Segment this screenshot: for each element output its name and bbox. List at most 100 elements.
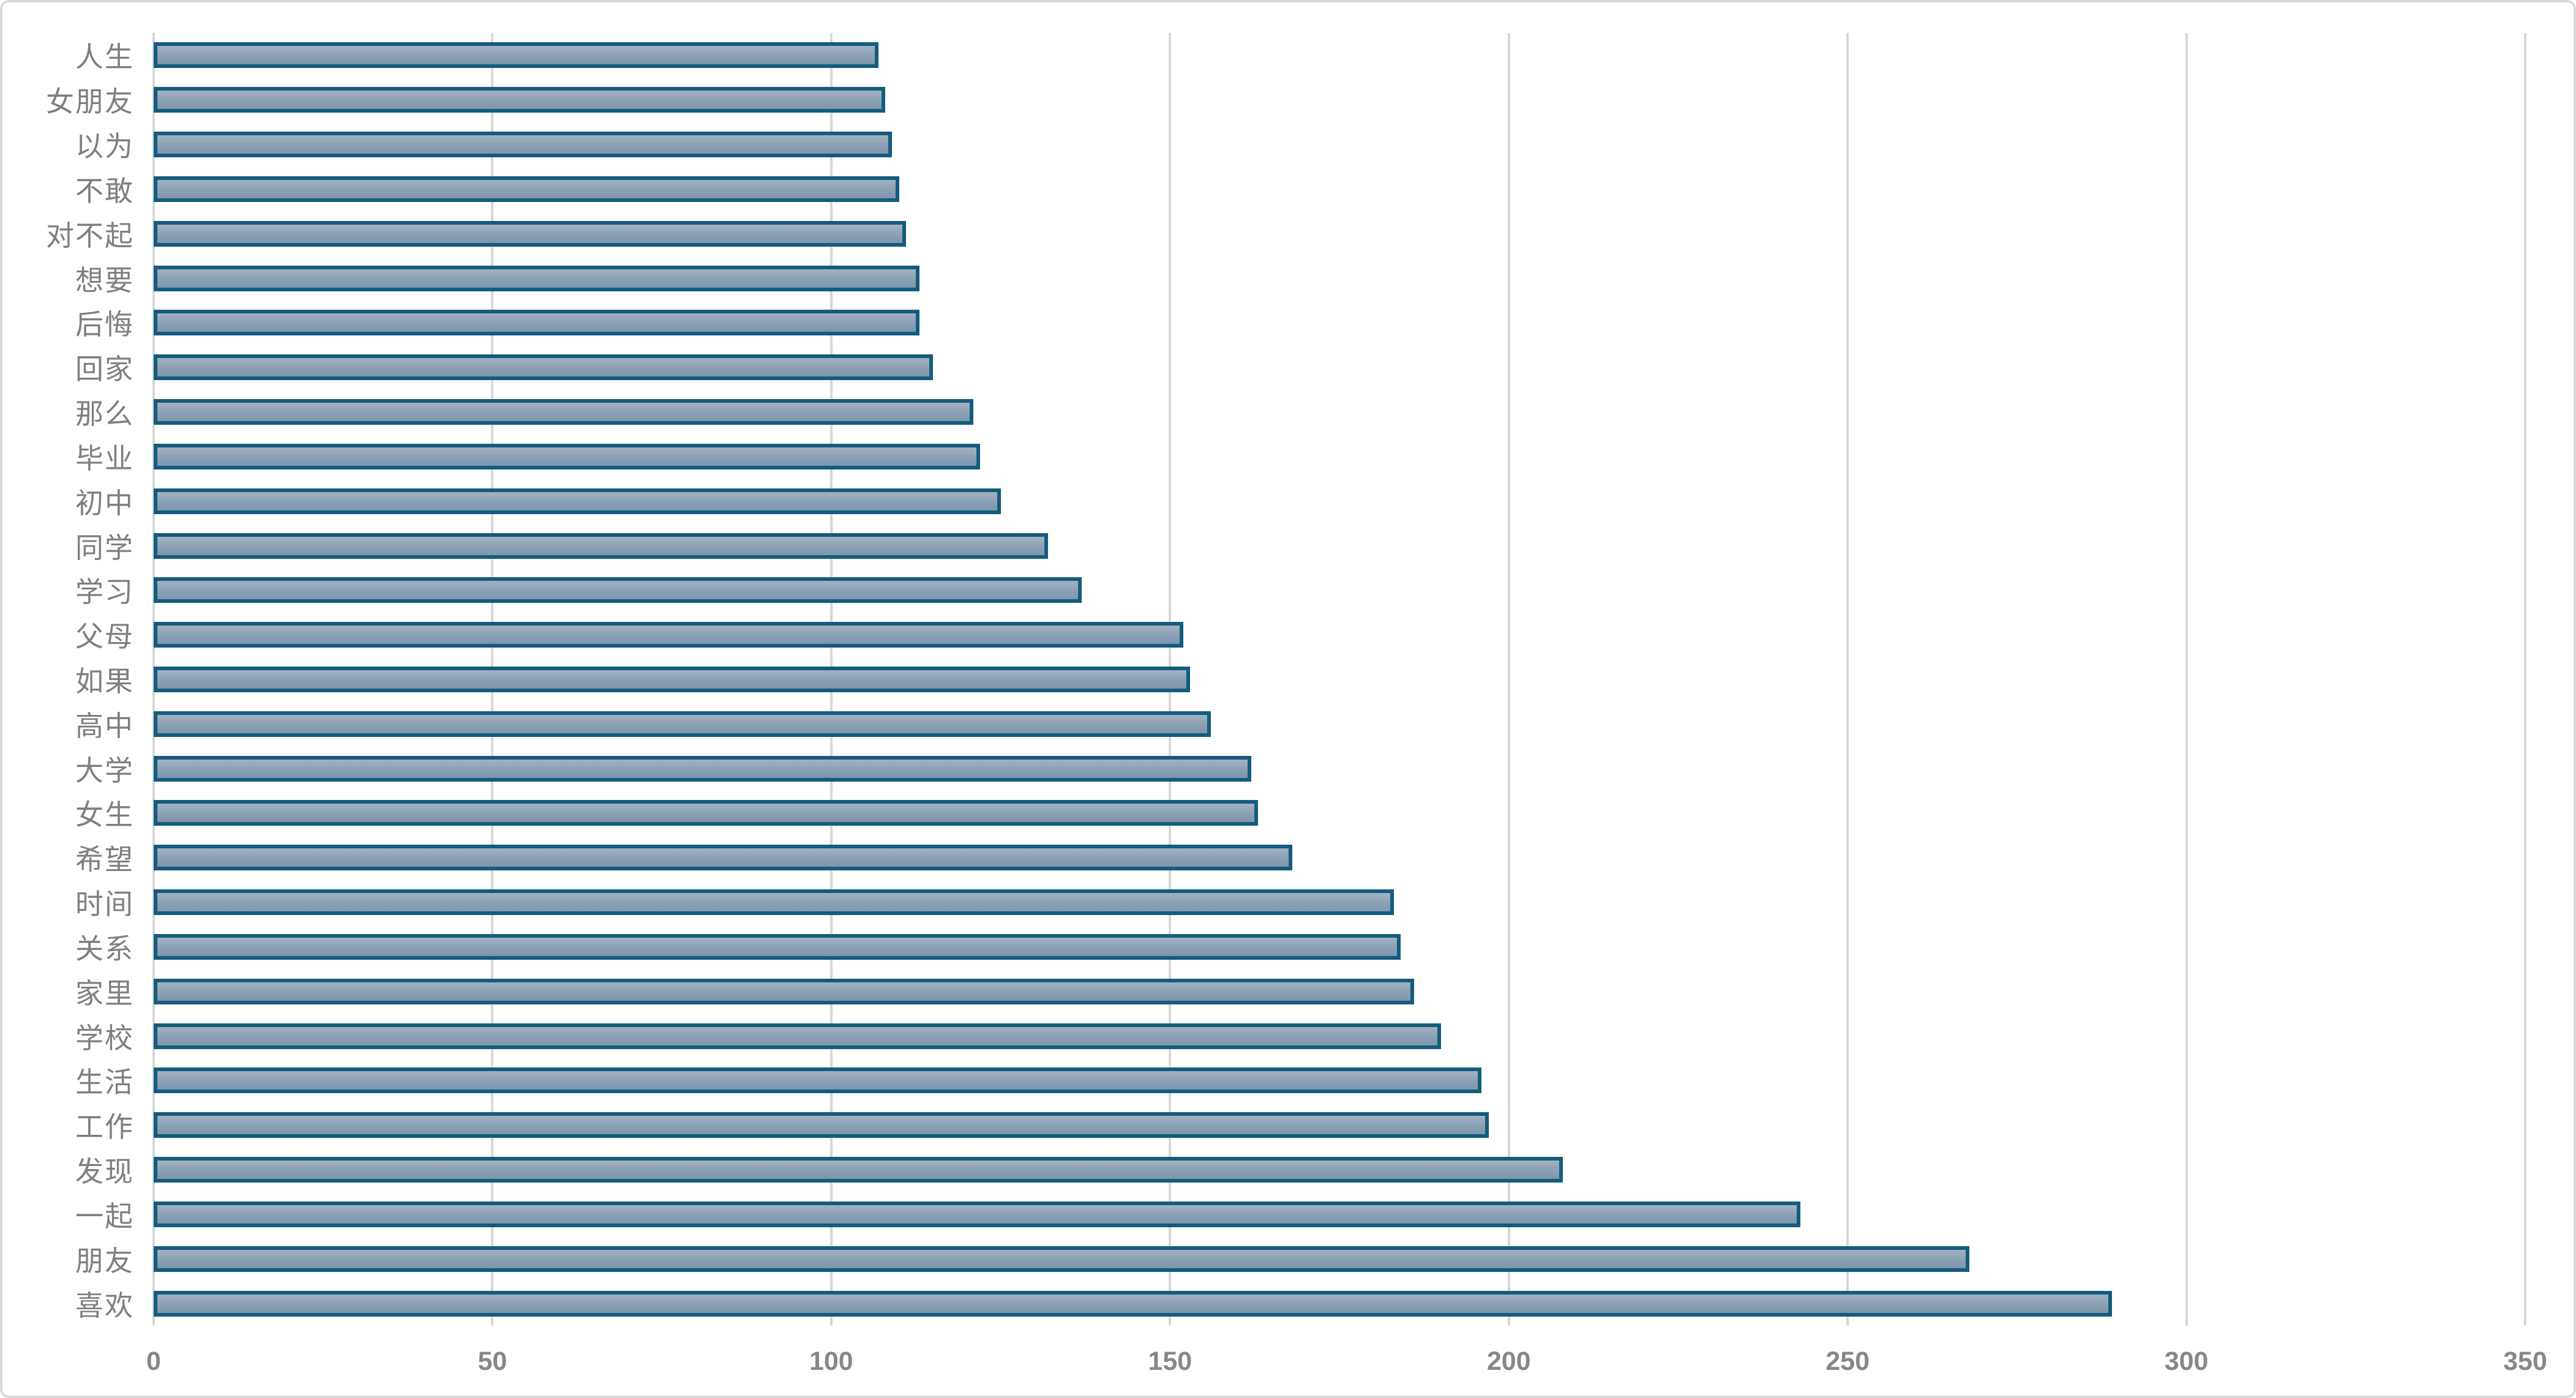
category-label: 大学 xyxy=(75,754,134,787)
category-label: 父母 xyxy=(75,621,134,653)
bar-row xyxy=(154,479,2525,523)
bar-row xyxy=(154,1148,2525,1192)
x-tick-label: 100 xyxy=(809,1347,853,1376)
bar-row xyxy=(154,835,2525,880)
bar-row xyxy=(154,746,2525,791)
bar-学校 xyxy=(154,1023,1442,1049)
category-label: 毕业 xyxy=(75,442,134,474)
bar-row xyxy=(154,657,2525,702)
x-tick-label: 150 xyxy=(1148,1347,1193,1376)
bar-row xyxy=(154,390,2525,435)
category-label: 后悔 xyxy=(75,308,134,341)
bar-关系 xyxy=(154,933,1401,960)
bar-row xyxy=(154,78,2525,122)
bar-回家 xyxy=(154,354,933,381)
category-label: 学习 xyxy=(75,576,134,608)
bar-row xyxy=(154,301,2525,345)
bar-row xyxy=(154,122,2525,167)
bar-row xyxy=(154,345,2525,390)
category-label: 不敢 xyxy=(75,174,134,207)
bar-row xyxy=(154,969,2525,1014)
bar-row xyxy=(154,1058,2525,1103)
bar-发现 xyxy=(154,1157,1563,1183)
bar-学习 xyxy=(154,577,1082,604)
bar-row xyxy=(154,1103,2525,1148)
category-label: 工作 xyxy=(75,1111,134,1143)
category-label: 人生 xyxy=(75,41,134,73)
category-label: 时间 xyxy=(75,888,134,921)
gridline-300 xyxy=(2185,33,2188,1326)
category-label: 女朋友 xyxy=(46,86,134,118)
category-label: 那么 xyxy=(75,398,134,430)
y-axis-labels: 人生女朋友以为不敢对不起想要后悔回家那么毕业初中同学学习父母如果高中大学女生希望… xyxy=(2,33,134,1326)
bar-人生 xyxy=(154,42,879,69)
bar-rows xyxy=(154,33,2525,1326)
bar-生活 xyxy=(154,1067,1482,1094)
plot-area xyxy=(152,33,2526,1326)
category-label: 一起 xyxy=(75,1200,134,1232)
category-label: 初中 xyxy=(75,487,134,519)
bar-时间 xyxy=(154,889,1394,916)
category-label: 回家 xyxy=(75,353,134,386)
category-label: 如果 xyxy=(75,665,134,697)
bar-女生 xyxy=(154,800,1259,826)
bar-后悔 xyxy=(154,310,919,336)
bar-不敢 xyxy=(154,176,899,202)
bar-row xyxy=(154,166,2525,211)
bar-同学 xyxy=(154,533,1049,559)
bar-row xyxy=(154,791,2525,835)
bar-一起 xyxy=(154,1201,1800,1227)
bar-高中 xyxy=(154,711,1211,737)
bar-row xyxy=(154,523,2525,568)
gridline-200 xyxy=(1507,33,1510,1326)
bar-父母 xyxy=(154,622,1184,648)
category-label: 朋友 xyxy=(75,1244,134,1277)
bar-初中 xyxy=(154,488,1001,514)
bar-想要 xyxy=(154,265,919,291)
category-label: 家里 xyxy=(75,977,134,1009)
category-label: 同学 xyxy=(75,531,134,564)
bar-row xyxy=(154,211,2525,256)
gridline-350 xyxy=(2524,33,2526,1326)
bar-家里 xyxy=(154,978,1414,1004)
bar-工作 xyxy=(154,1112,1489,1138)
bar-row xyxy=(154,1236,2525,1281)
bar-row xyxy=(154,1281,2525,1326)
bar-row xyxy=(154,1192,2525,1237)
category-label: 高中 xyxy=(75,709,134,742)
bar-如果 xyxy=(154,667,1191,692)
bar-朋友 xyxy=(154,1246,1970,1272)
bar-row xyxy=(154,925,2525,970)
x-axis: 0 50 100 150 200 250 300 350 xyxy=(146,1342,2547,1385)
bar-喜欢 xyxy=(154,1290,2112,1317)
bar-女朋友 xyxy=(154,87,886,113)
category-label: 学校 xyxy=(75,1022,134,1054)
x-tick-label: 250 xyxy=(1825,1347,1870,1376)
bar-row xyxy=(154,256,2525,301)
bar-那么 xyxy=(154,399,974,425)
category-label: 发现 xyxy=(75,1156,134,1188)
bar-row xyxy=(154,880,2525,925)
category-label: 关系 xyxy=(75,932,134,965)
bar-以为 xyxy=(154,132,893,158)
category-label: 女生 xyxy=(75,799,134,831)
bar-row xyxy=(154,568,2525,613)
category-label: 希望 xyxy=(75,843,134,876)
bar-row xyxy=(154,33,2525,78)
x-tick-label: 200 xyxy=(1486,1347,1531,1376)
x-tick-label: 0 xyxy=(146,1347,161,1376)
bar-希望 xyxy=(154,845,1292,871)
category-label: 想要 xyxy=(75,264,134,296)
category-label: 生活 xyxy=(75,1066,134,1099)
category-label: 以为 xyxy=(75,130,134,163)
x-tick-label: 300 xyxy=(2164,1347,2209,1376)
gridline-250 xyxy=(1846,33,1849,1326)
bar-毕业 xyxy=(154,443,981,469)
bar-对不起 xyxy=(154,220,906,247)
category-label: 喜欢 xyxy=(75,1289,134,1321)
x-tick-label: 50 xyxy=(477,1347,507,1376)
category-label: 对不起 xyxy=(46,219,134,252)
bar-row xyxy=(154,434,2525,479)
bar-row xyxy=(154,1014,2525,1058)
